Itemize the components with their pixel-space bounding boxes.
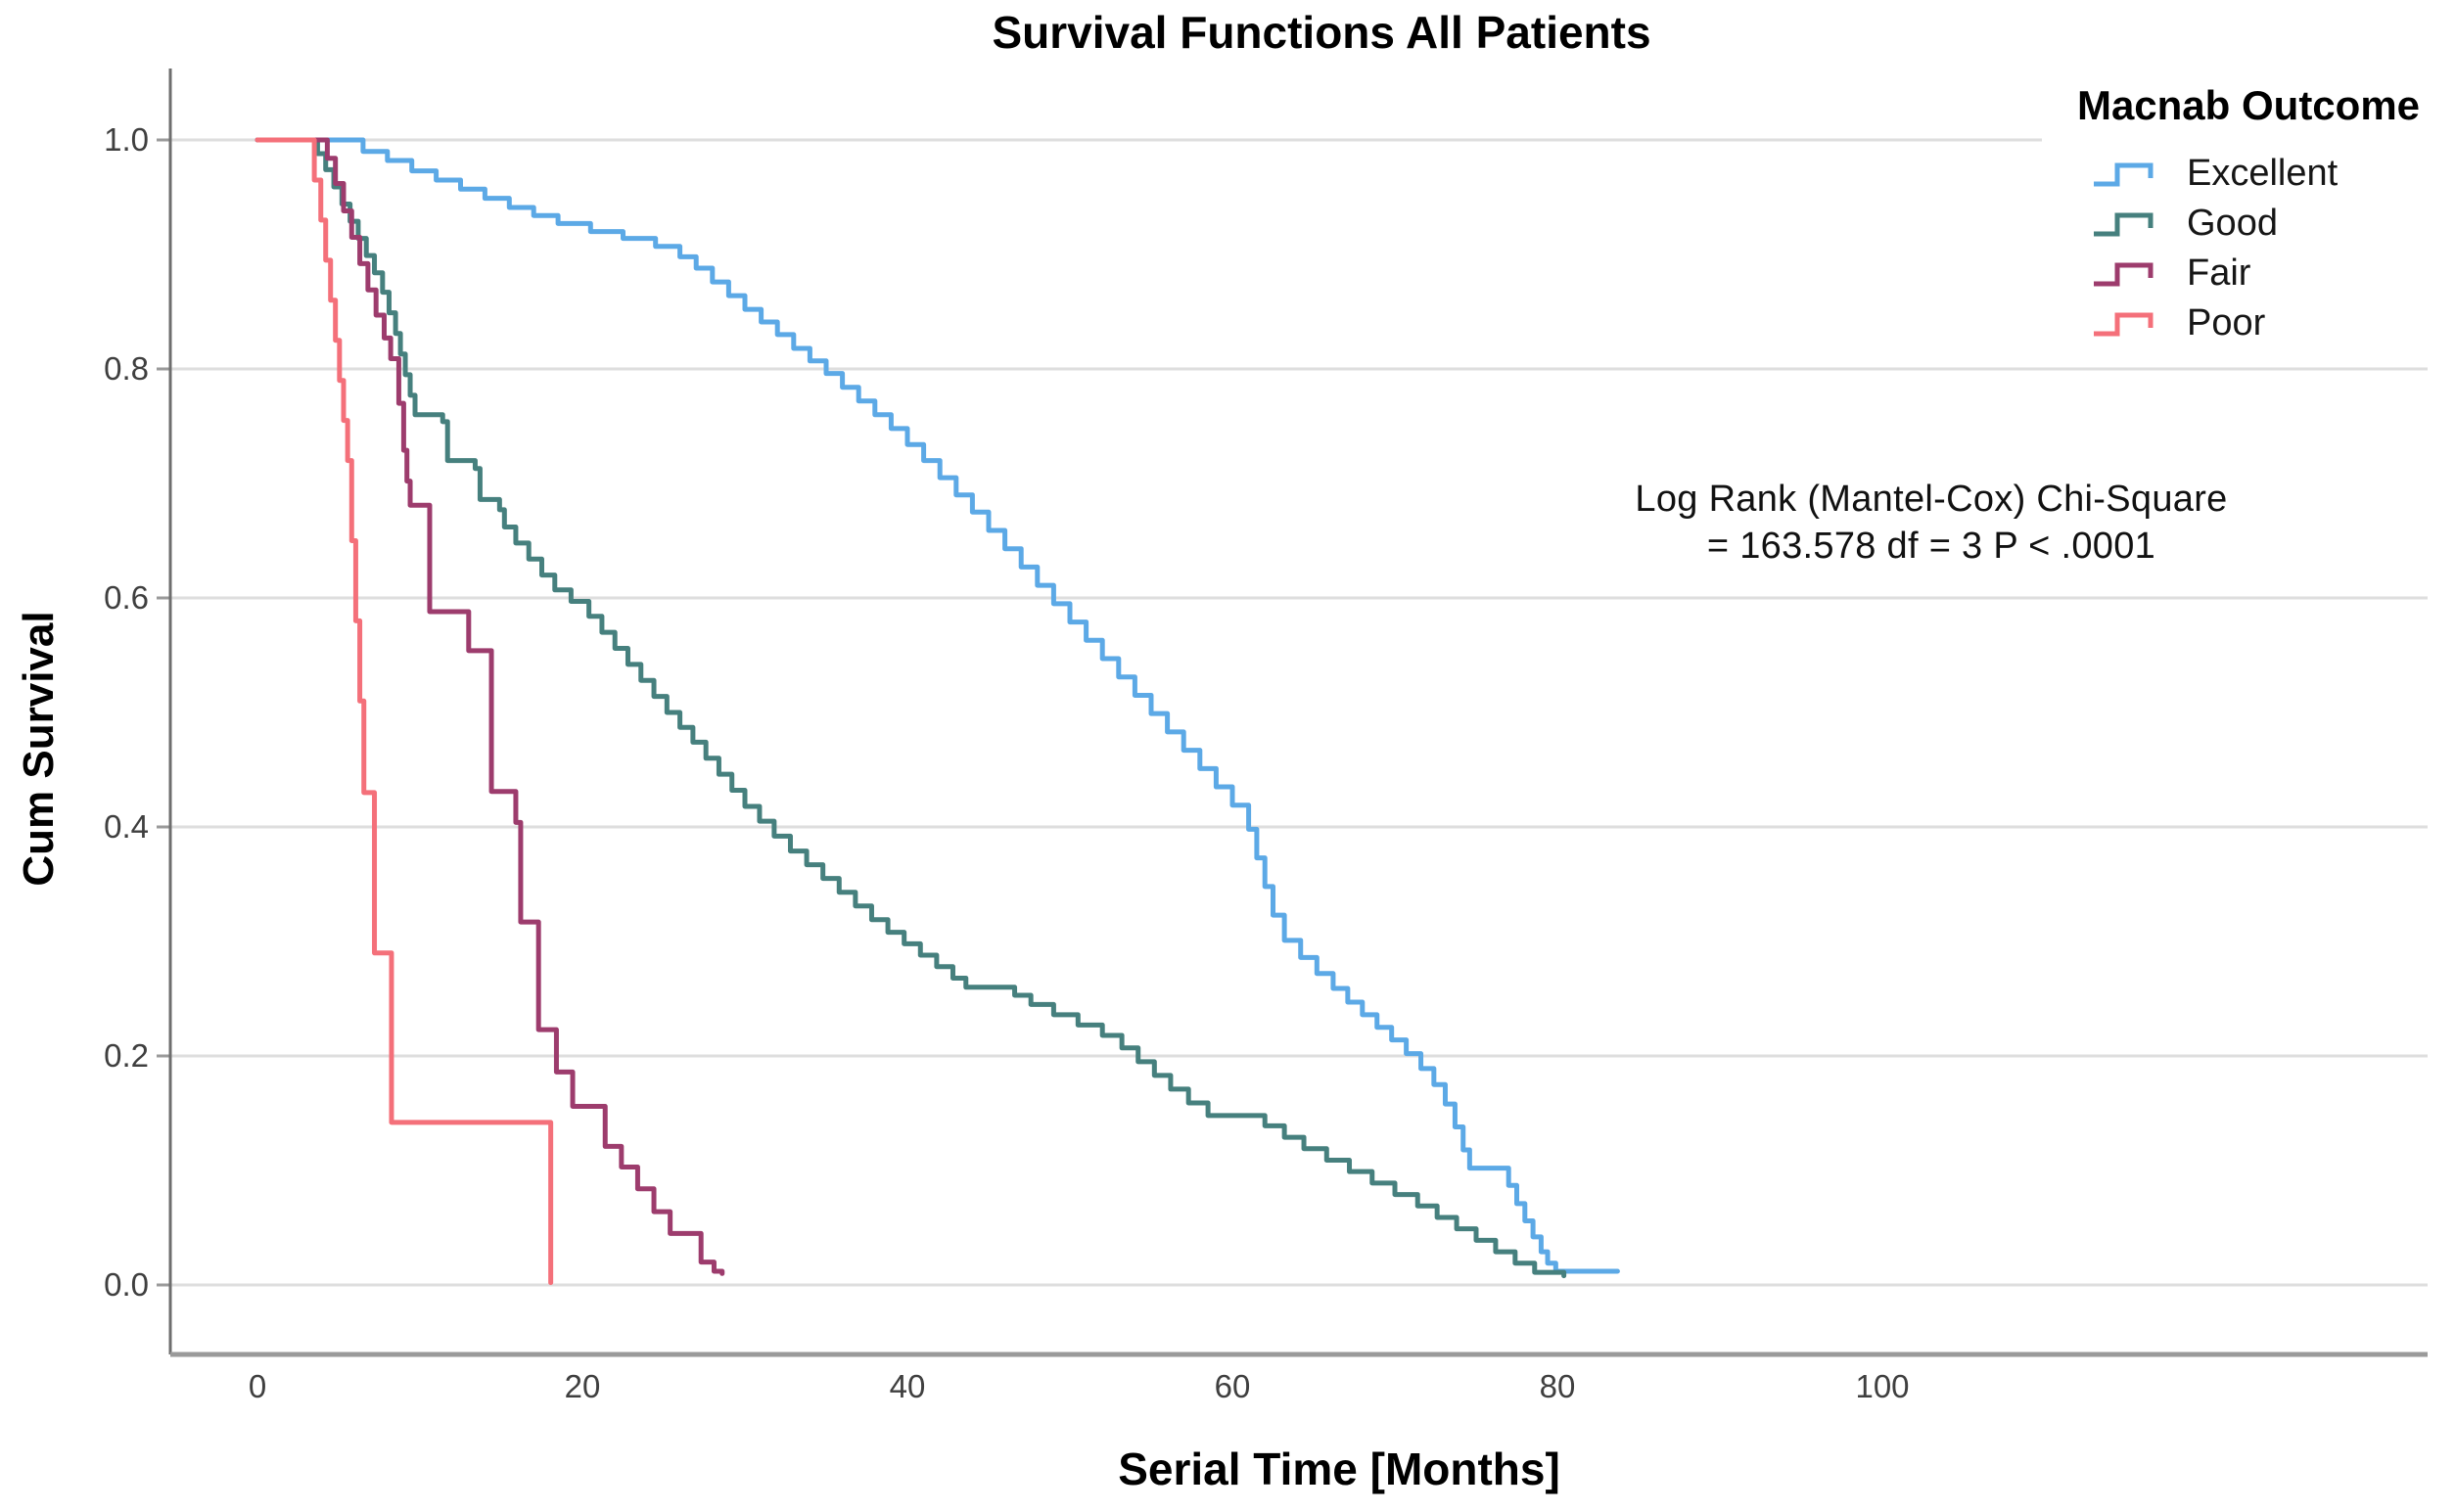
fair-step-line-icon	[2094, 262, 2154, 286]
y-tick-label-1.0: 1.0	[104, 121, 149, 158]
legend-label: Fair	[2187, 252, 2251, 294]
x-tick-label-100: 100	[1855, 1368, 1910, 1404]
y-tick-label-0.4: 0.4	[104, 808, 149, 845]
legend-title: Macnab Outcome	[2076, 82, 2421, 128]
annotation-line-2: = 163.578 df = 3 P < .0001	[1706, 526, 2156, 567]
x-tick-label-60: 60	[1214, 1368, 1251, 1404]
legend-item-poor: Poor	[2042, 298, 2455, 348]
y-tick-label-0.2: 0.2	[104, 1037, 149, 1074]
y-tick-label-0.8: 0.8	[104, 350, 149, 387]
series-excellent-curve	[255, 137, 1620, 1274]
legend-label: Good	[2187, 203, 2278, 244]
series-fair-curve	[255, 137, 725, 1276]
good-step-line-icon	[2094, 212, 2154, 236]
y-tick-label-0.6: 0.6	[104, 579, 149, 616]
axes	[157, 69, 2428, 1357]
legend: Macnab Outcome Excellent Good Fair	[2042, 82, 2455, 348]
x-tick-label-0: 0	[248, 1368, 267, 1404]
x-tick-label-20: 20	[564, 1368, 601, 1404]
poor-step-line-icon	[2094, 312, 2154, 336]
y-tick-label-0.0: 0.0	[104, 1266, 149, 1303]
x-tick-label-80: 80	[1539, 1368, 1576, 1404]
x-tick-label-40: 40	[889, 1368, 926, 1404]
x-axis-title: Serial Time [Months]	[1118, 1443, 1560, 1494]
chart-title: Survival Functions All Patients	[992, 7, 1651, 58]
series-poor-curve	[255, 137, 554, 1286]
log-rank-annotation: Log Rank (Mantel-Cox) Chi-Square = 163.5…	[1496, 476, 2367, 570]
legend-label: Excellent	[2187, 153, 2339, 194]
series-good-curve	[255, 137, 1567, 1279]
legend-item-good: Good	[2042, 199, 2455, 249]
legend-item-excellent: Excellent	[2042, 149, 2455, 199]
legend-item-fair: Fair	[2042, 249, 2455, 298]
excellent-step-line-icon	[2094, 162, 2154, 186]
y-axis-title: Cum Survival	[15, 611, 63, 887]
legend-rows: Excellent Good Fair Poor	[2042, 149, 2455, 348]
legend-label: Poor	[2187, 302, 2266, 344]
annotation-line-1: Log Rank (Mantel-Cox) Chi-Square	[1635, 479, 2228, 520]
survival-curves	[255, 137, 1620, 1286]
